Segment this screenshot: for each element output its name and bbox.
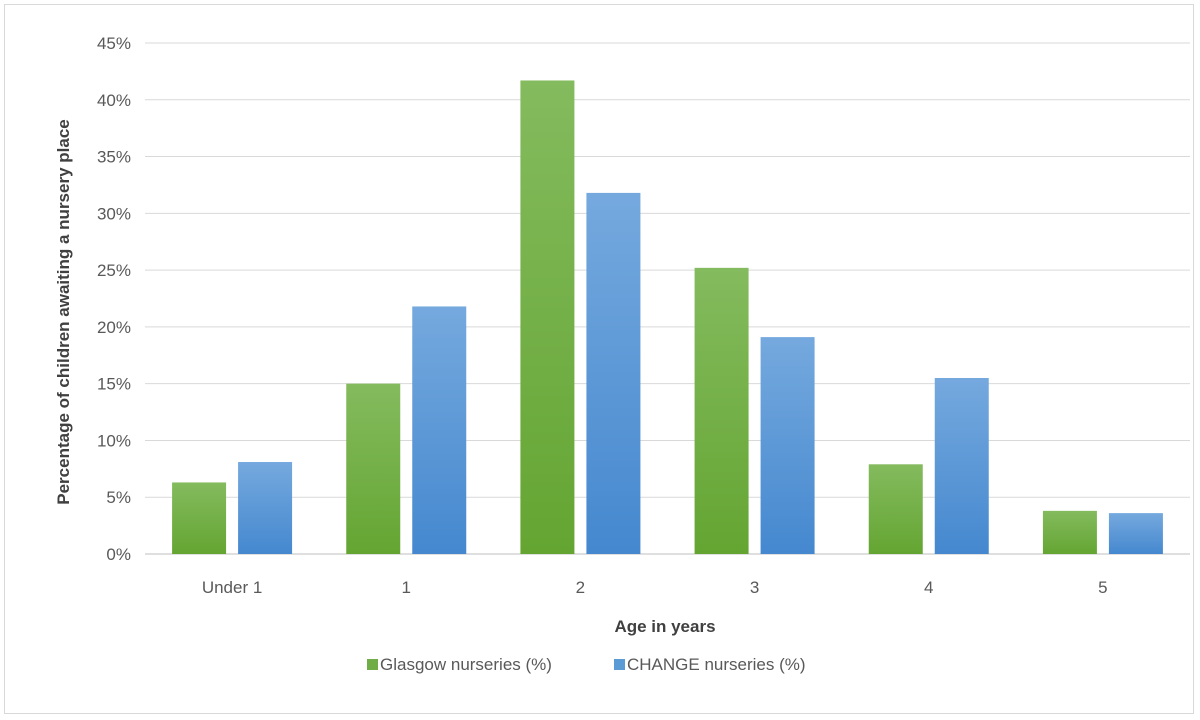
y-tick-label: 45% [97,34,131,53]
chart-frame: 0% 5% 10% 15% 20% 25% 30% 35% 40% 45% Under 1 1 2 3 4… [4,4,1194,714]
legend-swatch-change [614,659,625,670]
bar-change-4 [934,377,989,554]
y-tick-label: 25% [97,261,131,280]
x-tick-label: 1 [402,578,411,597]
y-tick-labels: 0% 5% 10% 15% 20% 25% 30% 35% 40% 45% [97,34,131,564]
y-tick-label: 35% [97,148,131,167]
legend-swatch-glasgow [367,659,378,670]
gridlines [145,42,1190,555]
bar-change-0 [238,462,293,554]
bar-change-2 [586,192,641,555]
y-tick-label: 20% [97,318,131,337]
x-axis-title: Age in years [614,617,715,636]
y-tick-label: 0% [106,545,131,564]
x-tick-label: 4 [924,578,933,597]
x-tick-labels: Under 1 1 2 3 4 5 [202,578,1108,597]
bar-glasgow-2 [520,80,575,555]
bar-glasgow-3 [694,267,749,554]
y-tick-label: 30% [97,204,131,223]
bar-glasgow-0 [172,482,227,554]
legend: Glasgow nurseries (%) CHANGE nurseries (%… [367,655,806,674]
bar-change-3 [760,337,815,554]
bar-change-5 [1108,513,1163,554]
legend-label-change: CHANGE nurseries (%) [627,655,806,674]
bar-change-1 [412,306,467,554]
x-tick-label: Under 1 [202,578,262,597]
x-tick-label: 5 [1098,578,1107,597]
bar-chart: 0% 5% 10% 15% 20% 25% 30% 35% 40% 45% Under 1 1 2 3 4… [54,34,1190,674]
y-tick-label: 40% [97,91,131,110]
x-tick-label: 2 [576,578,585,597]
legend-label-glasgow: Glasgow nurseries (%) [380,655,552,674]
y-tick-label: 5% [106,488,131,507]
bars [172,80,1163,555]
y-tick-label: 15% [97,375,131,394]
bar-glasgow-1 [346,383,401,554]
bar-glasgow-4 [868,464,923,554]
y-tick-label: 10% [97,431,131,450]
y-axis-title: Percentage of children awaiting a nurser… [54,119,73,504]
x-tick-label: 3 [750,578,759,597]
bar-glasgow-5 [1042,510,1097,554]
